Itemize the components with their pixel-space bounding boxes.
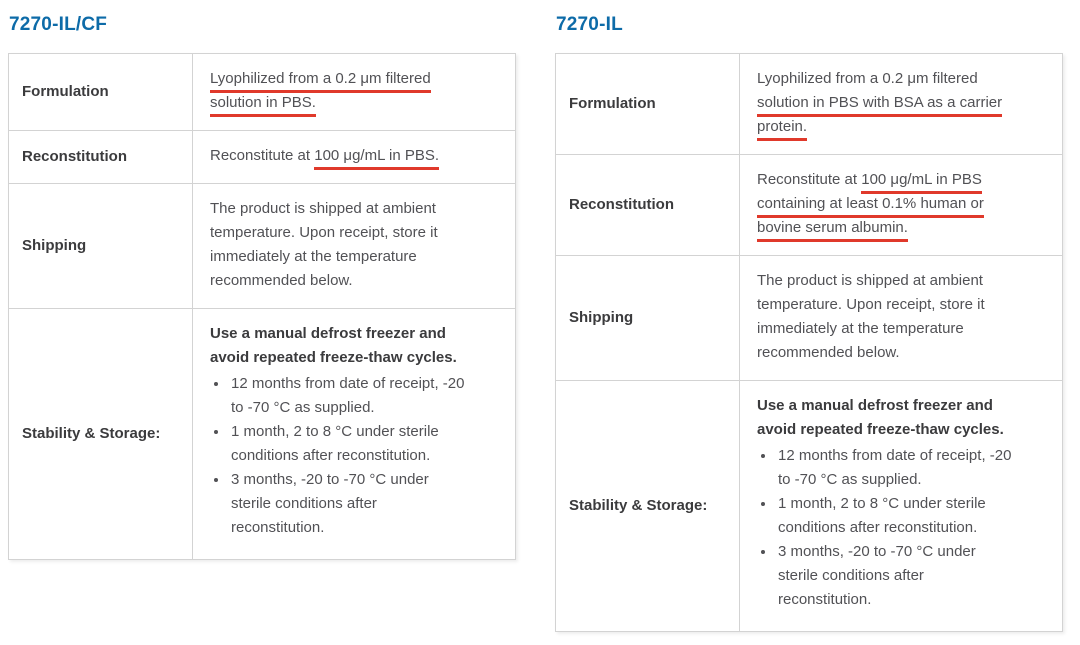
table-body: Formulation Lyophilized from a 0.2 μm fil… <box>555 52 1063 632</box>
cell-paragraph: Lyophilized from a 0.2 μm filtered soluti… <box>210 67 503 117</box>
text-segment: temperature. Upon receipt, store it <box>757 295 985 313</box>
row-label: Reconstitution <box>555 153 740 256</box>
datasheet-section: 7270-IL/CF Formulation Lyophilized from a… <box>0 0 1080 632</box>
red-underline-annotation: 100 μg/mL in PBS. <box>314 146 440 170</box>
cell-paragraph: The product is shipped at ambient tempera… <box>757 269 1050 365</box>
red-underline-annotation: bovine serum albumin. <box>757 218 908 242</box>
row-value: The product is shipped at ambient tempera… <box>192 182 516 309</box>
row-label: Formulation <box>8 52 193 131</box>
product-title: 7270-IL/CF <box>9 14 108 35</box>
cell-paragraph: Reconstitute at 100 μg/mL in PBS. <box>210 144 503 170</box>
text-segment: Reconstitute at <box>757 170 862 188</box>
table-row: Shipping The product is shipped at ambien… <box>8 182 516 309</box>
product-title: 7270-IL <box>556 14 623 35</box>
text-segment: avoid repeated freeze-thaw cycles. <box>210 348 457 366</box>
row-value: Lyophilized from a 0.2 μm filtered soluti… <box>739 52 1063 155</box>
text-segment: Reconstitute at <box>210 146 315 164</box>
list-item: 1 month, 2 to 8 °C under sterileconditio… <box>776 492 1050 540</box>
row-value: The product is shipped at ambient tempera… <box>739 254 1063 381</box>
product-column-7270-il-cf: 7270-IL/CF Formulation Lyophilized from a… <box>8 10 516 632</box>
row-value: Use a manual defrost freezer and avoid re… <box>192 307 516 560</box>
cell-paragraph: Lyophilized from a 0.2 μm filtered soluti… <box>757 67 1050 141</box>
product-column-7270-il: 7270-IL Formulation Lyophilized from a 0.… <box>555 10 1063 632</box>
list-item: 1 month, 2 to 8 °C under sterileconditio… <box>229 420 503 468</box>
product-info-table: Formulation Lyophilized from a 0.2 μm fil… <box>8 52 516 560</box>
row-label: Reconstitution <box>8 129 193 184</box>
text-segment: recommended below. <box>757 343 900 361</box>
row-value: Lyophilized from a 0.2 μm filtered soluti… <box>192 52 516 131</box>
text-segment: immediately at the temperature <box>210 247 417 265</box>
storage-warning-text: Use a manual defrost freezer and avoid re… <box>210 322 503 370</box>
text-segment: recommended below. <box>210 271 353 289</box>
text-segment: The product is shipped at ambient <box>210 199 436 217</box>
row-label: Shipping <box>8 182 193 309</box>
text-segment: Lyophilized from a 0.2 μm filtered <box>757 69 978 87</box>
red-underline-annotation: Lyophilized from a 0.2 μm filtered <box>210 69 431 93</box>
row-label: Formulation <box>555 52 740 155</box>
table-row: Stability & Storage: Use a manual defrost… <box>8 307 516 560</box>
row-label: Stability & Storage: <box>555 379 740 632</box>
red-underline-annotation: 100 μg/mL in PBS <box>861 170 982 194</box>
text-segment: temperature. Upon receipt, store it <box>210 223 438 241</box>
text-segment: Use a manual defrost freezer and <box>757 396 993 414</box>
product-info-table: Formulation Lyophilized from a 0.2 μm fil… <box>555 52 1063 632</box>
table-row: Reconstitution Reconstitute at 100 μg/mL … <box>555 153 1063 256</box>
row-label: Shipping <box>555 254 740 381</box>
table-row: Stability & Storage: Use a manual defrost… <box>555 379 1063 632</box>
text-segment: immediately at the temperature <box>757 319 964 337</box>
text-segment: Use a manual defrost freezer and <box>210 324 446 342</box>
text-segment: avoid repeated freeze-thaw cycles. <box>757 420 1004 438</box>
red-underline-annotation: protein. <box>757 117 808 141</box>
red-underline-annotation: solution in PBS with BSA as a carrier <box>757 93 1003 117</box>
row-value: Use a manual defrost freezer and avoid re… <box>739 379 1063 632</box>
table-body: Formulation Lyophilized from a 0.2 μm fil… <box>8 52 516 560</box>
row-value: Reconstitute at 100 μg/mL in PBS containi… <box>739 153 1063 256</box>
table-row: Shipping The product is shipped at ambien… <box>555 254 1063 381</box>
red-underline-annotation: containing at least 0.1% human or <box>757 194 984 218</box>
row-label: Stability & Storage: <box>8 307 193 560</box>
table-row: Reconstitution Reconstitute at 100 μg/mL … <box>8 129 516 184</box>
table-row: Formulation Lyophilized from a 0.2 μm fil… <box>8 52 516 131</box>
table-row: Formulation Lyophilized from a 0.2 μm fil… <box>555 52 1063 155</box>
text-segment: The product is shipped at ambient <box>757 271 983 289</box>
cell-paragraph: The product is shipped at ambient tempera… <box>210 197 503 293</box>
red-underline-annotation: solution in PBS. <box>210 93 316 117</box>
cell-paragraph: Reconstitute at 100 μg/mL in PBS containi… <box>757 168 1050 242</box>
storage-warning-text: Use a manual defrost freezer and avoid re… <box>757 394 1050 442</box>
row-value: Reconstitute at 100 μg/mL in PBS. <box>192 129 516 184</box>
